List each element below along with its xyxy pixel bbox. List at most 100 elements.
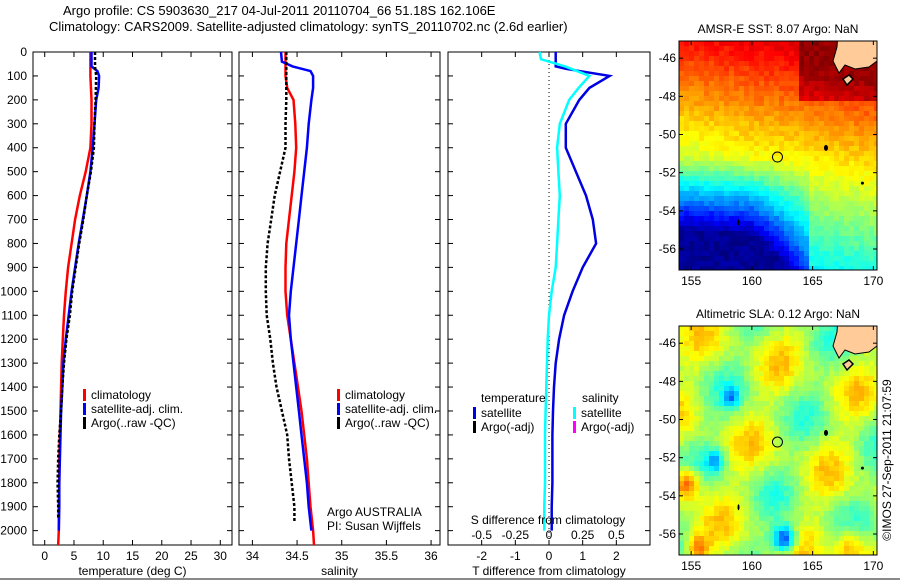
map-cell: [719, 446, 724, 451]
map-cell: [744, 196, 749, 201]
map-cell: [854, 221, 859, 226]
map-cell: [799, 66, 804, 71]
map-cell: [759, 46, 764, 51]
map-cell: [684, 421, 689, 426]
map-cell: [809, 46, 814, 51]
map-cell: [864, 536, 869, 541]
map-cell: [799, 171, 804, 176]
map-cell: [874, 536, 877, 541]
map-cell: [729, 506, 734, 511]
map-cell: [699, 66, 704, 71]
map-cell: [799, 466, 804, 471]
map-cell: [784, 441, 789, 446]
map-cell: [864, 141, 869, 146]
y-tick-label: 1000: [0, 284, 27, 298]
map-cell: [719, 111, 724, 116]
map-cell: [774, 121, 779, 126]
island-macquarie: [737, 504, 740, 511]
map-cell: [804, 421, 809, 426]
map-cell: [699, 461, 704, 466]
map-cell: [819, 336, 824, 341]
map-cell: [869, 151, 874, 156]
map-cell: [714, 491, 719, 496]
map-cell: [689, 431, 694, 436]
map-cell: [794, 161, 799, 166]
map-cell: [719, 181, 724, 186]
map-cell: [784, 516, 789, 521]
map-cell: [739, 66, 744, 71]
map-cell: [834, 191, 839, 196]
map-cell: [764, 461, 769, 466]
map-cell: [694, 186, 699, 191]
map-cell: [789, 101, 794, 106]
map-cell: [814, 536, 819, 541]
map-cell: [734, 486, 739, 491]
map-cell: [789, 496, 794, 501]
map-cell: [769, 211, 774, 216]
map-cell: [694, 256, 699, 261]
map-cell: [709, 216, 714, 221]
map-cell: [839, 76, 844, 81]
map-cell: [729, 171, 734, 176]
map-cell: [689, 466, 694, 471]
map-cell: [769, 526, 774, 531]
map-cell: [764, 366, 769, 371]
map-cell: [819, 261, 824, 266]
map-cell: [864, 391, 869, 396]
map-cell: [829, 476, 834, 481]
map-cell: [804, 546, 809, 551]
map-cell: [744, 336, 749, 341]
map-cell: [804, 451, 809, 456]
map-cell: [734, 461, 739, 466]
map-cell: [779, 71, 784, 76]
map-cell: [729, 341, 734, 346]
map-cell: [739, 261, 744, 266]
map-cell: [874, 196, 877, 201]
map-cell: [739, 256, 744, 261]
map-cell: [859, 236, 864, 241]
map-cell: [864, 201, 869, 206]
map-cell: [869, 421, 874, 426]
map-cell: [854, 551, 859, 555]
map-cell: [769, 86, 774, 91]
map-cell: [809, 446, 814, 451]
map-cell: [749, 151, 754, 156]
map-cell: [834, 366, 839, 371]
map-cell: [824, 231, 829, 236]
map-cell: [764, 176, 769, 181]
map-cell: [769, 186, 774, 191]
sla-map: 155 160 165 170-46-48-50-52-54-56Altimetric…: [659, 307, 884, 573]
map-cell: [689, 256, 694, 261]
map-cell: [744, 206, 749, 211]
series-salinity-satellite: [538, 51, 592, 531]
map-cell: [844, 131, 849, 136]
map-cell: [834, 506, 839, 511]
map-cell: [834, 226, 839, 231]
map-cell: [864, 501, 869, 506]
map-cell: [724, 156, 729, 161]
map-cell: [804, 466, 809, 471]
map-cell: [744, 541, 749, 546]
map-cell: [729, 531, 734, 536]
map-cell: [874, 181, 877, 186]
map-cell: [754, 471, 759, 476]
map-cell: [704, 151, 709, 156]
map-cell: [769, 481, 774, 486]
map-cell: [809, 411, 814, 416]
map-cell: [809, 386, 814, 391]
map-cell: [874, 416, 877, 421]
map-cell: [774, 46, 779, 51]
map-cell: [779, 116, 784, 121]
map-cell: [819, 171, 824, 176]
map-cell: [689, 126, 694, 131]
map-cell: [819, 466, 824, 471]
map-cell: [829, 131, 834, 136]
map-cell: [829, 211, 834, 216]
map-cell: [724, 441, 729, 446]
map-cell: [779, 386, 784, 391]
map-cell: [794, 206, 799, 211]
map-cell: [854, 206, 859, 211]
map-cell: [859, 516, 864, 521]
map-cell: [829, 91, 834, 96]
map-cell: [734, 101, 739, 106]
